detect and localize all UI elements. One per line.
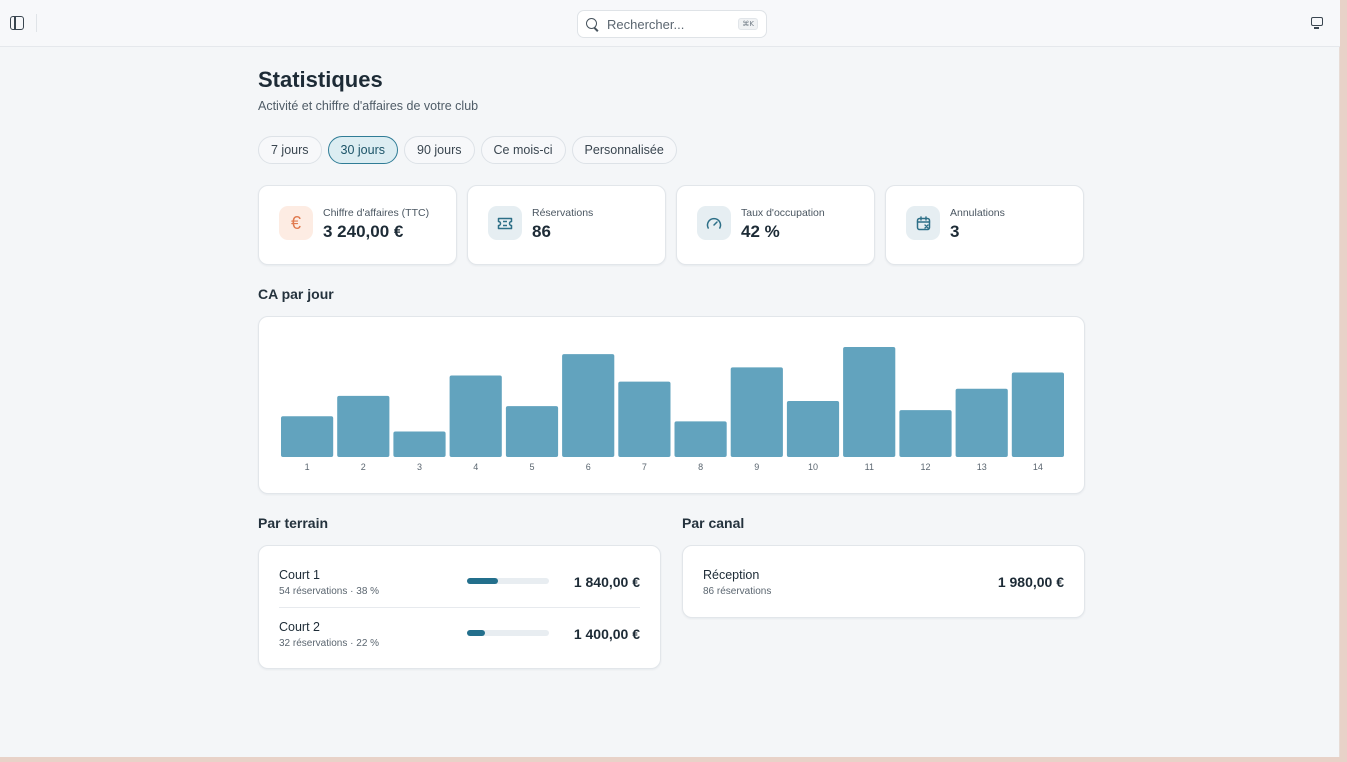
kpi-label: Annulations: [950, 207, 1005, 219]
monitor-icon[interactable]: [1311, 17, 1323, 29]
kpi-label: Taux d'occupation: [741, 207, 825, 219]
court-amount: 1 840,00 €: [573, 574, 640, 590]
search-input[interactable]: Rechercher...: [607, 16, 685, 32]
court-row[interactable]: Court 2 32 réservations · 22 % 1 400,00 …: [279, 620, 640, 670]
kpi-label: Réservations: [532, 207, 594, 219]
kpi-value: 86: [532, 222, 551, 241]
kpi-bookings: Réservations 86: [467, 185, 666, 265]
by-channel-card: Réception 86 réservations 1 980,00 €: [682, 545, 1085, 618]
channel-detail: 86 réservations: [703, 586, 772, 597]
court-share-fill: [467, 578, 499, 584]
court-share-bar: [467, 630, 549, 636]
period-90-days[interactable]: 90 jours: [404, 136, 475, 164]
divider: [36, 14, 37, 32]
court-name: Court 2: [279, 620, 320, 634]
kpi-label: Chiffre d'affaires (TTC): [323, 207, 430, 219]
kpi-cancellations: Annulations 3: [885, 185, 1084, 265]
row-divider: [279, 607, 640, 608]
chart-bar-1[interactable]: [281, 416, 334, 457]
chart-bar-8[interactable]: [674, 421, 727, 457]
x-tick-label: 4: [473, 462, 478, 472]
chart-bar-12[interactable]: [899, 410, 952, 457]
x-tick-label: 14: [1033, 462, 1043, 472]
kpi-revenue: € Chiffre d'affaires (TTC) 3 240,00 €: [258, 185, 457, 265]
top-bar: Rechercher... ⌘K: [0, 0, 1340, 47]
chart-canvas: 1 2 3 4 5 6 7 8 9 10 11 12 13 14: [281, 347, 1064, 472]
by-court-card: Court 1 54 réservations · 38 % 1 840,00 …: [258, 545, 661, 669]
search-box[interactable]: Rechercher... ⌘K: [577, 10, 767, 38]
period-7-days[interactable]: 7 jours: [258, 136, 322, 164]
court-share-fill: [467, 630, 486, 636]
x-tick-label: 9: [754, 462, 759, 472]
chart-bar-6[interactable]: [562, 354, 615, 457]
x-tick-label: 5: [529, 462, 534, 472]
chart-bar-5[interactable]: [505, 406, 559, 457]
calendar-x-icon: [906, 206, 940, 240]
chart-bar-13[interactable]: [955, 388, 1008, 457]
period-this-month[interactable]: Ce mois-ci: [480, 136, 566, 164]
page-subtitle: Activité et chiffre d'affaires de votre …: [258, 99, 479, 113]
euro-icon: €: [279, 206, 313, 240]
period-30-days[interactable]: 30 jours: [327, 136, 399, 164]
x-tick-label: 12: [920, 462, 930, 472]
chart-bar-9[interactable]: [730, 367, 783, 457]
page-title: Statistiques: [258, 67, 383, 92]
by-channel-title: Par canal: [682, 515, 745, 531]
gauge-icon: [697, 206, 731, 240]
period-custom[interactable]: Personnalisée: [571, 136, 677, 164]
sidebar-toggle-icon[interactable]: [10, 16, 24, 30]
search-shortcut-badge: ⌘K: [738, 18, 758, 30]
x-tick-label: 1: [305, 462, 310, 472]
x-tick-label: 6: [586, 462, 591, 472]
daily-revenue-chart: 1 2 3 4 5 6 7 8 9 10 11 12 13 14: [258, 316, 1085, 494]
court-name: Court 1: [279, 568, 320, 582]
chart-bar-14[interactable]: [1011, 372, 1064, 458]
x-tick-label: 7: [642, 462, 647, 472]
kpi-value: 42 %: [741, 222, 780, 241]
x-tick-label: 13: [977, 462, 987, 472]
chart-bar-3[interactable]: [393, 431, 446, 458]
period-selector: 7 jours 30 jours 90 jours Ce mois-ci Per…: [258, 136, 677, 164]
chart-bar-10[interactable]: [786, 401, 840, 457]
court-detail: 54 réservations · 38 %: [279, 586, 380, 597]
kpi-value: 3 240,00 €: [323, 222, 404, 241]
x-tick-label: 11: [865, 462, 874, 472]
chart-bar-2[interactable]: [337, 395, 390, 457]
kpi-occupancy: Taux d'occupation 42 %: [676, 185, 875, 265]
kpi-value: 3: [950, 222, 960, 241]
chart-bar-4[interactable]: [449, 375, 502, 458]
chart-bar-7[interactable]: [618, 381, 671, 457]
court-detail: 32 réservations · 22 %: [279, 638, 380, 649]
chart-section-title: CA par jour: [258, 286, 334, 302]
x-tick-label: 10: [808, 462, 818, 472]
court-amount: 1 400,00 €: [573, 626, 640, 642]
court-row[interactable]: Court 1 54 réservations · 38 % 1 840,00 …: [279, 568, 640, 618]
kpi-row: € Chiffre d'affaires (TTC) 3 240,00 € Ré…: [258, 185, 1084, 265]
channel-name: Réception: [703, 568, 760, 582]
by-court-title: Par terrain: [258, 515, 329, 531]
search-icon: [586, 17, 599, 31]
channel-amount: 1 980,00 €: [997, 574, 1064, 590]
court-share-bar: [467, 578, 549, 584]
x-tick-label: 3: [417, 462, 422, 472]
channel-row[interactable]: Réception 86 réservations 1 980,00 €: [703, 568, 1064, 618]
ticket-icon: [488, 206, 522, 240]
chart-bar-11[interactable]: [843, 347, 896, 457]
x-tick-label: 8: [698, 462, 703, 472]
x-tick-label: 2: [361, 462, 366, 472]
